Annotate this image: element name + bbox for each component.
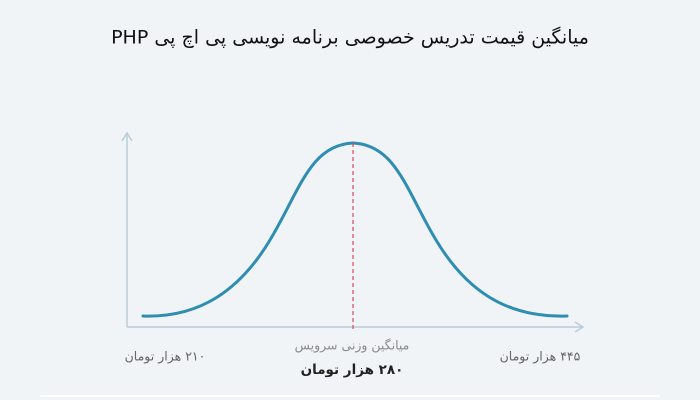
y-arrow (121, 131, 133, 142)
x-arrow (574, 321, 585, 333)
mean-caption: میانگین وزنی سرویس (295, 338, 410, 354)
max-value: ۴۴۵ هزار تومان (500, 349, 581, 365)
min-value: ۲۱۰ هزار تومان (125, 349, 206, 365)
mean-value: ۲۸۰ هزار تومان (301, 362, 404, 378)
axes (121, 131, 585, 333)
title: میانگین قیمت تدریس خصوصی برنامه نویسی پی… (111, 26, 589, 49)
